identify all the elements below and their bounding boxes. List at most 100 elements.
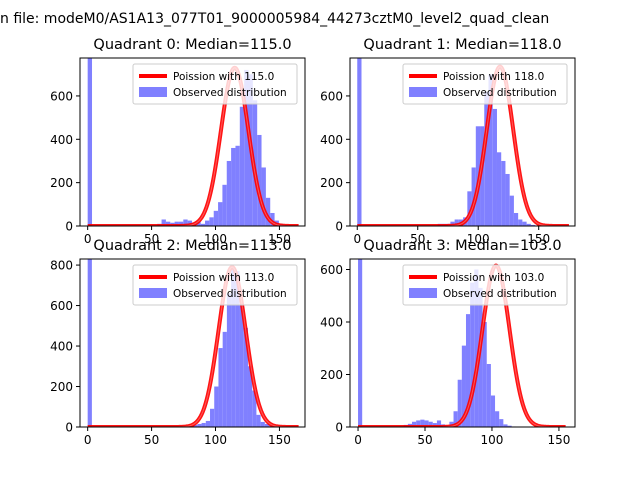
- legend-label: Poission with 113.0: [173, 272, 274, 284]
- quadrant-3-panel: Quadrant 3: Median=103.0 0 50 100 150 0 200 400…: [320, 238, 576, 447]
- y-tick-label: 200: [320, 368, 343, 382]
- histogram-bar: [247, 366, 253, 427]
- histogram-bar: [165, 221, 171, 226]
- histogram-bar: [193, 424, 198, 427]
- histogram-bar: [270, 212, 275, 226]
- y-tick-label: 0: [335, 220, 343, 234]
- histogram-bar: [197, 423, 202, 427]
- histogram-bar: [213, 210, 219, 226]
- histogram-bar: [495, 411, 500, 427]
- histogram-bar: [257, 134, 262, 226]
- x-tick-label: 0: [354, 433, 362, 447]
- histogram-bar: [261, 167, 266, 226]
- histogram-bar: [518, 219, 523, 226]
- quadrant-2-panel: Quadrant 2: Median=113.0 0 50 100 150 0 200 400…: [50, 238, 306, 447]
- histogram-bar: [503, 424, 508, 427]
- quadrant-1-panel: Quadrant 1: Median=118.0 0 50 100 150 0 200 400…: [320, 37, 576, 246]
- x-tick-label: 50: [144, 232, 159, 246]
- x-tick-label: 50: [417, 433, 432, 447]
- histogram-bar: [87, 58, 93, 226]
- histogram-bar: [461, 345, 466, 427]
- histogram-bar: [486, 364, 491, 427]
- x-tick-label: 0: [84, 433, 92, 447]
- histogram-bar: [244, 69, 249, 226]
- legend-label: Observed distribution: [443, 288, 557, 300]
- histogram-bar: [235, 271, 240, 427]
- histogram-bar: [231, 147, 236, 226]
- quadrant-3-axes-frame: [349, 258, 576, 428]
- histogram-bar: [357, 58, 362, 226]
- legend-label: Observed distribution: [443, 87, 557, 99]
- quadrant-0-legend: Poission with 115.0 Observed distribution: [132, 63, 298, 105]
- histogram-bar: [526, 223, 531, 226]
- histogram-bar: [474, 269, 479, 427]
- histogram-bar: [488, 74, 493, 226]
- histogram-bar: [530, 224, 536, 226]
- histogram-bar: [239, 305, 244, 427]
- histogram-bar: [499, 419, 504, 427]
- histogram-bar: [222, 184, 227, 226]
- histogram-bar: [252, 390, 257, 427]
- histogram-bar: [205, 420, 211, 427]
- histogram-bar: [416, 420, 421, 427]
- histogram-bar: [222, 331, 227, 427]
- figure-suptitle: n file: modeM0/AS1A13_077T01_9000005984_…: [0, 11, 549, 27]
- histogram-bar: [260, 421, 265, 427]
- histogram-bar: [453, 411, 458, 427]
- legend-box: [132, 264, 298, 306]
- quadrant-2-legend: Poission with 113.0 Observed distribution: [132, 264, 298, 306]
- quadrant-0-title: Quadrant 0: Median=115.0: [93, 37, 291, 53]
- x-tick-label: 150: [527, 232, 550, 246]
- y-tick-label: 0: [65, 220, 73, 234]
- y-tick-label: 400: [320, 133, 343, 147]
- legend-patch-swatch: [409, 288, 437, 298]
- y-tick-label: 600: [320, 89, 343, 103]
- legend-box: [132, 63, 298, 105]
- histogram-bar: [87, 259, 92, 427]
- y-tick-label: 400: [50, 133, 73, 147]
- y-tick-label: 600: [50, 89, 73, 103]
- quadrant-3-title: Quadrant 3: Median=103.0: [363, 238, 561, 254]
- legend-box: [402, 63, 568, 105]
- x-tick-label: 0: [353, 232, 361, 246]
- histogram-bar: [513, 212, 519, 226]
- histogram-bar: [420, 419, 425, 427]
- histogram-bar: [178, 221, 184, 226]
- legend-label: Poission with 118.0: [443, 71, 544, 83]
- y-tick-label: 200: [320, 176, 343, 190]
- x-tick-label: 100: [481, 433, 504, 447]
- histogram-bar: [522, 221, 527, 226]
- y-tick-label: 200: [50, 380, 73, 394]
- histogram-bar: [482, 322, 487, 427]
- quadrant-0-panel: Quadrant 0: Median=115.0 0 50 100 150 0 200 400…: [50, 37, 306, 246]
- x-tick-label: 150: [268, 232, 291, 246]
- x-tick-label: 150: [547, 433, 570, 447]
- histogram-bar: [484, 91, 489, 226]
- x-tick-label: 50: [144, 433, 159, 447]
- histogram-bar: [210, 408, 215, 427]
- histogram-bar: [509, 195, 514, 226]
- x-tick-label: 0: [84, 232, 92, 246]
- histogram-bar: [436, 420, 442, 427]
- y-tick-label: 200: [50, 176, 73, 190]
- histogram-bar: [505, 173, 510, 226]
- histogram-bar: [501, 160, 506, 226]
- x-tick-label: 100: [467, 232, 490, 246]
- histogram-bar: [200, 223, 206, 226]
- histogram-bar: [243, 327, 248, 427]
- quadrant-1-title: Quadrant 1: Median=118.0: [363, 37, 561, 53]
- histogram-bar: [161, 219, 166, 226]
- y-tick-label: 600: [50, 299, 73, 313]
- histogram-bar: [235, 145, 240, 226]
- histogram-bar: [358, 259, 363, 427]
- histogram-bar: [490, 395, 496, 427]
- histogram-bar: [226, 160, 232, 226]
- x-tick-label: 100: [204, 232, 227, 246]
- histogram-bar: [454, 219, 459, 226]
- x-tick-label: 50: [410, 232, 425, 246]
- x-tick-label: 100: [204, 433, 227, 447]
- quadrant-3-plot-area: [356, 259, 567, 427]
- quadrant-3-legend: Poission with 103.0 Observed distribution: [402, 264, 568, 306]
- histogram-bar: [231, 267, 236, 427]
